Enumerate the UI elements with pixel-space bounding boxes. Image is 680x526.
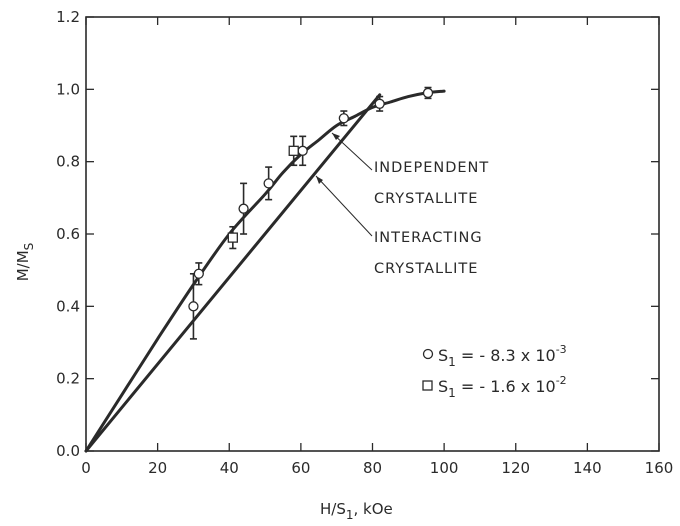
legend-circle-marker — [422, 348, 434, 360]
legend-entry-square: S1 = - 1.6 x 10-2 — [422, 374, 567, 400]
y-tick-label: 1.0 — [56, 80, 80, 98]
data-point-circle — [263, 178, 274, 189]
x-tick-label: 80 — [363, 459, 382, 477]
data-points — [188, 86, 434, 340]
legend-square-marker — [422, 380, 433, 391]
x-axis-label: H/S1, kOe — [320, 500, 393, 522]
data-point-circle — [238, 203, 249, 214]
data-point-circle — [338, 113, 350, 124]
data-point-circle — [193, 268, 204, 279]
annotation-interacting-line1: INTERACTING — [374, 230, 483, 246]
legend-entry-circle: S1 = - 8.3 x 10-3 — [422, 343, 567, 369]
legend-square-label: S1 = - 1.6 x 10-2 — [438, 374, 567, 400]
arrowhead-interacting — [316, 176, 323, 184]
annotation-interacting-line2: CRYSTALLITE — [374, 261, 478, 277]
y-tick-label: 0.2 — [56, 370, 80, 388]
arrow-independent — [331, 132, 373, 171]
y-tick-label: 0.6 — [56, 225, 80, 243]
legend: S1 = - 8.3 x 10-3 S1 = - 1.6 x 10-2 — [422, 343, 567, 400]
arrow-interacting — [315, 175, 373, 237]
data-point-circle — [297, 145, 308, 156]
x-tick-label: 20 — [148, 459, 167, 477]
data-point-circle — [422, 87, 434, 99]
data-point-circle — [188, 301, 199, 312]
x-tick-label: 100 — [430, 459, 459, 477]
data-point-square — [227, 232, 238, 243]
y-tick-label: 0.4 — [56, 297, 80, 315]
x-ticks: 0 20 40 60 80 100 120 140 160 — [81, 17, 673, 477]
x-tick-label: 120 — [501, 459, 530, 477]
annotation-independent-line1: INDEPENDENT — [374, 160, 489, 176]
data-point-circle — [374, 98, 385, 109]
legend-circle-label: S1 = - 8.3 x 10-3 — [438, 343, 567, 369]
x-tick-label: 160 — [645, 459, 674, 477]
y-tick-label: 1.2 — [56, 8, 80, 26]
curve-interacting-crystallite — [84, 93, 382, 453]
x-tick-label: 140 — [573, 459, 602, 477]
x-tick-label: 40 — [220, 459, 239, 477]
y-tick-label: 0.8 — [56, 153, 80, 171]
arrowhead-independent — [332, 133, 340, 140]
y-axis-label: M/MS — [14, 243, 36, 282]
data-point-square — [288, 145, 299, 156]
annotation-interacting: INTERACTING CRYSTALLITE — [315, 175, 483, 277]
plot-frame — [85, 16, 660, 452]
y-ticks: 0.0 0.2 0.4 0.6 0.8 1.0 1.2 — [56, 8, 659, 460]
y-tick-label: 0.0 — [56, 442, 80, 460]
annotation-independent: INDEPENDENT CRYSTALLITE — [331, 132, 489, 207]
x-tick-label: 0 — [81, 459, 91, 477]
x-tick-label: 60 — [291, 459, 310, 477]
annotation-independent-line2: CRYSTALLITE — [374, 191, 478, 207]
